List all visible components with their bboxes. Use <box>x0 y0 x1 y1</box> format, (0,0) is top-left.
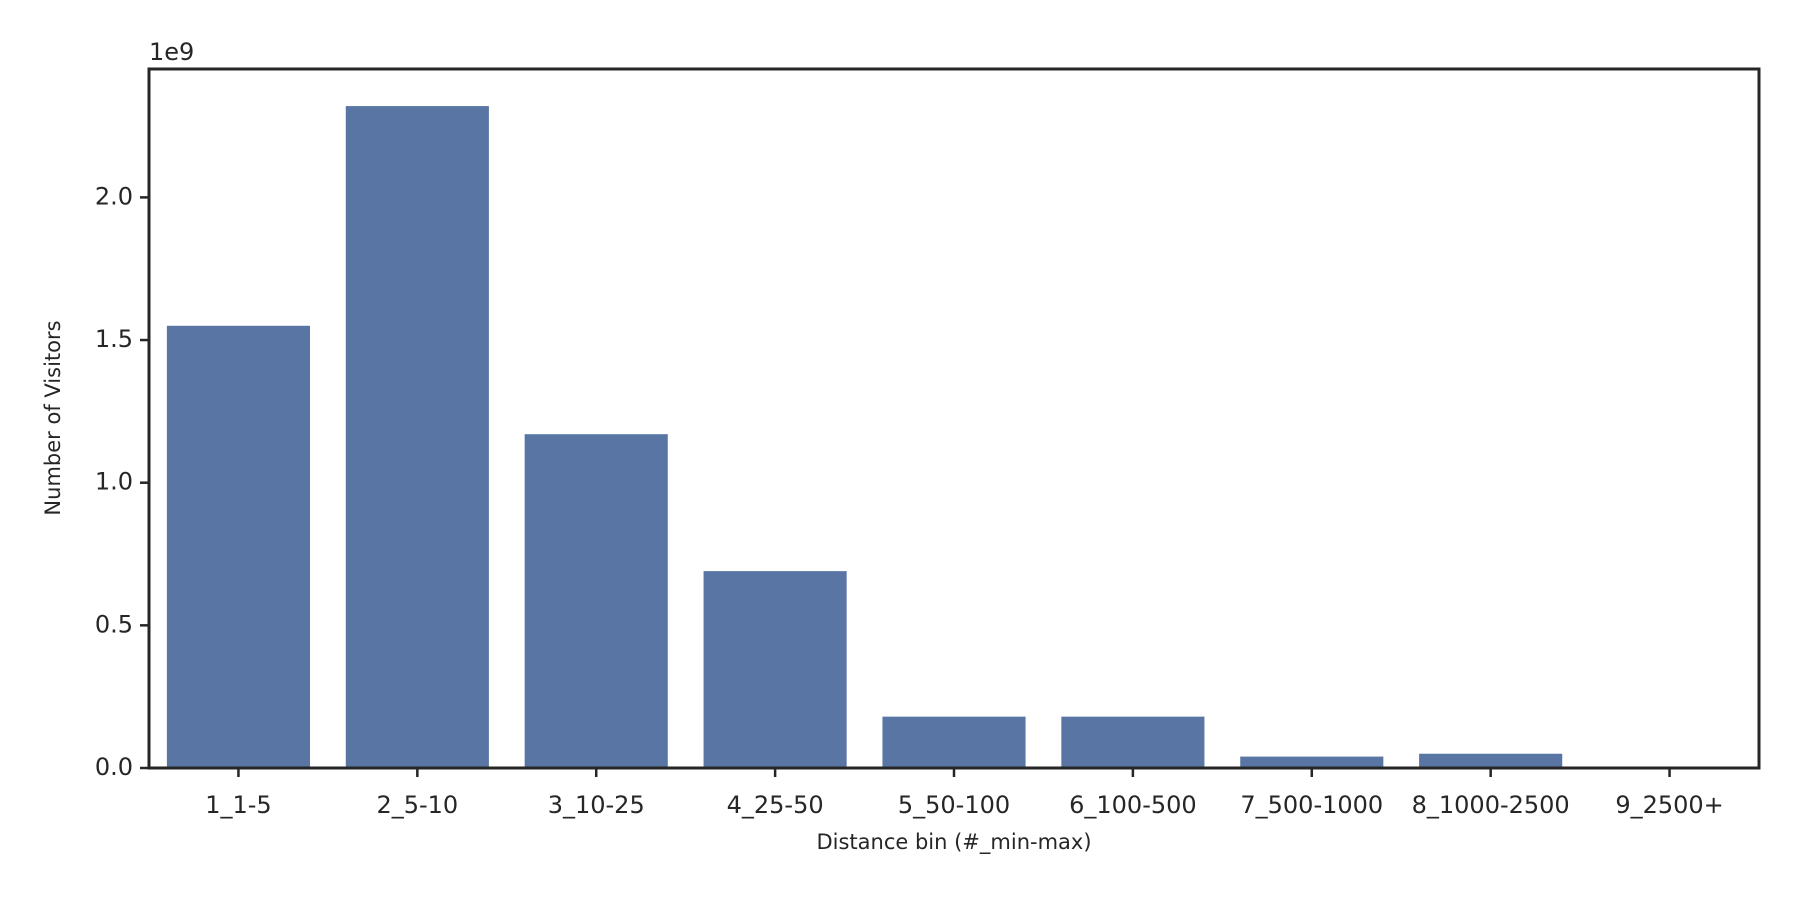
y-offset-label: 1e9 <box>149 38 194 66</box>
x-tick-label: 7_500-1000 <box>1240 791 1383 819</box>
bar <box>345 106 489 769</box>
y-tick-label: 0.0 <box>95 753 133 781</box>
x-axis-label: Distance bin (#_min-max) <box>816 830 1091 855</box>
x-tick-label: 6_100-500 <box>1069 791 1197 819</box>
x-tick-label: 3_10-25 <box>548 791 645 819</box>
x-tick-label: 4_25-50 <box>727 791 824 819</box>
y-tick-label: 1.5 <box>95 325 133 353</box>
bar <box>1240 756 1384 768</box>
x-tick-label: 8_1000-2500 <box>1412 791 1570 819</box>
bar <box>1419 753 1563 768</box>
x-tick-label: 2_5-10 <box>376 791 458 819</box>
bar <box>166 325 310 768</box>
y-tick-label: 0.5 <box>95 610 133 638</box>
x-tick-label: 5_50-100 <box>898 791 1010 819</box>
bar <box>524 434 668 768</box>
x-tick-label: 1_1-5 <box>205 791 271 819</box>
y-tick-label: 2.0 <box>95 182 133 210</box>
bar <box>1061 716 1205 768</box>
bar <box>882 716 1026 768</box>
x-tick-label: 9_2500+ <box>1615 791 1723 819</box>
plot-frame <box>147 67 1761 770</box>
y-tick-label: 1.0 <box>95 468 133 496</box>
bar <box>703 571 847 768</box>
y-axis-label: Number of Visitors <box>41 320 65 515</box>
